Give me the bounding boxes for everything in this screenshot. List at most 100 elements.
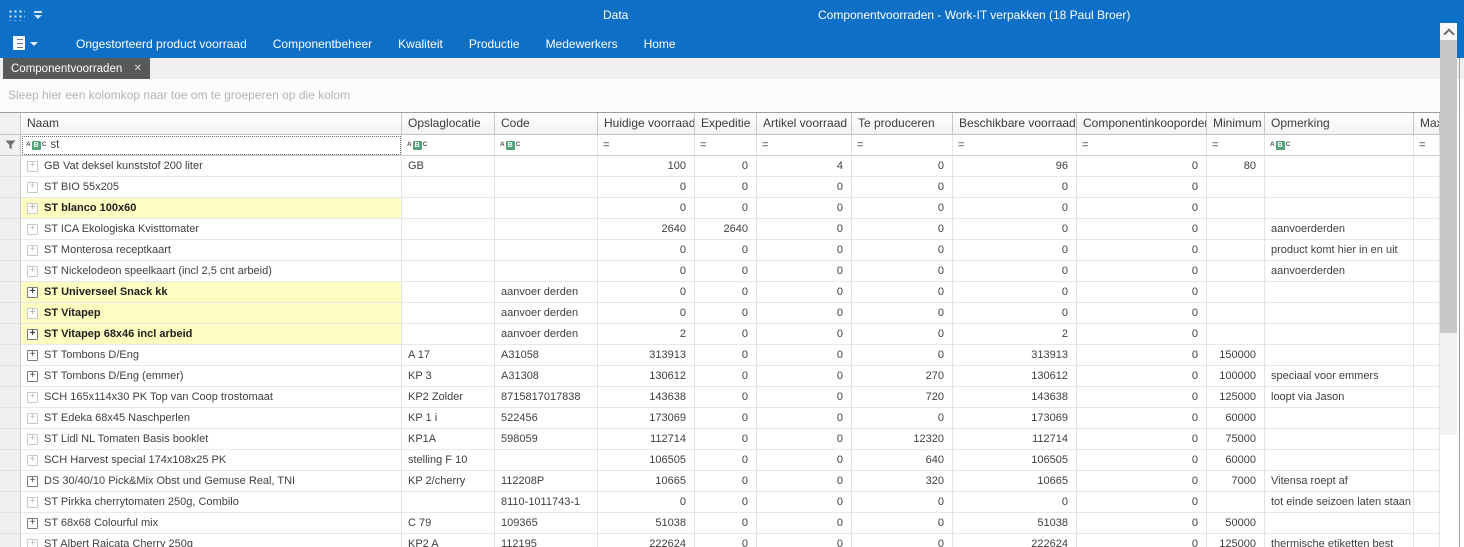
cell-exp[interactable]: 0	[695, 471, 757, 492]
cell-art[interactable]: 0	[757, 429, 852, 450]
menu-item-home[interactable]: Home	[631, 37, 689, 51]
cell-art[interactable]: 0	[757, 408, 852, 429]
cell-art[interactable]: 0	[757, 534, 852, 547]
cell-exp[interactable]: 0	[695, 282, 757, 303]
expand-row-icon[interactable]	[27, 497, 38, 508]
cell-note[interactable]	[1265, 282, 1414, 303]
cell-art[interactable]: 0	[757, 366, 852, 387]
cell-po[interactable]: 0	[1077, 282, 1207, 303]
cell-naam[interactable]: ST 68x68 Colourful mix	[21, 513, 402, 534]
cell-loc[interactable]: KP 3	[402, 366, 495, 387]
cell-avail[interactable]: 96	[953, 156, 1077, 177]
cell-naam[interactable]: ST Nickelodeon speelkaart (incl 2,5 cnt …	[21, 261, 402, 282]
cell-art[interactable]: 0	[757, 492, 852, 513]
cell-avail[interactable]: 10665	[953, 471, 1077, 492]
expand-row-icon[interactable]	[27, 371, 38, 382]
cell-cur[interactable]: 106505	[598, 450, 695, 471]
cell-po[interactable]: 0	[1077, 240, 1207, 261]
cell-code[interactable]: 598059	[495, 429, 598, 450]
cell-max[interactable]	[1414, 345, 1440, 366]
cell-po[interactable]: 0	[1077, 219, 1207, 240]
cell-min[interactable]	[1207, 219, 1265, 240]
cell-min[interactable]: 50000	[1207, 513, 1265, 534]
cell-po[interactable]: 0	[1077, 513, 1207, 534]
cell-loc[interactable]: A 17	[402, 345, 495, 366]
cell-avail[interactable]: 51038	[953, 513, 1077, 534]
cell-max[interactable]	[1414, 471, 1440, 492]
cell-loc[interactable]	[402, 492, 495, 513]
cell-avail[interactable]: 173069	[953, 408, 1077, 429]
cell-loc[interactable]: KP 2/cherry	[402, 471, 495, 492]
cell-art[interactable]: 0	[757, 387, 852, 408]
column-header-opslaglocatie[interactable]: Opslaglocatie	[402, 113, 495, 135]
cell-avail[interactable]: 2	[953, 324, 1077, 345]
cell-loc[interactable]	[402, 177, 495, 198]
filter-cell-artikel-voorraad[interactable]: =	[757, 135, 852, 156]
expand-row-icon[interactable]	[27, 413, 38, 424]
cell-min[interactable]: 75000	[1207, 429, 1265, 450]
expand-row-icon[interactable]	[27, 455, 38, 466]
column-header-artikel-voorraad[interactable]: Artikel voorraad	[757, 113, 852, 135]
cell-code[interactable]: aanvoer derden	[495, 303, 598, 324]
cell-cur[interactable]: 0	[598, 492, 695, 513]
cell-prod[interactable]: 0	[852, 513, 953, 534]
cell-note[interactable]	[1265, 408, 1414, 429]
cell-naam[interactable]: ST Tombons D/Eng (emmer)	[21, 366, 402, 387]
column-header-huidige-voorraad[interactable]: Huidige voorraad	[598, 113, 695, 135]
cell-loc[interactable]	[402, 303, 495, 324]
filter-cell-expeditie[interactable]: =	[695, 135, 757, 156]
filter-cell-minimum[interactable]: =	[1207, 135, 1265, 156]
cell-code[interactable]: 109365	[495, 513, 598, 534]
cell-prod[interactable]: 270	[852, 366, 953, 387]
cell-note[interactable]: product komt hier in en uit	[1265, 240, 1414, 261]
cell-loc[interactable]	[402, 198, 495, 219]
cell-avail[interactable]: 0	[953, 198, 1077, 219]
cell-cur[interactable]: 51038	[598, 513, 695, 534]
cell-prod[interactable]: 12320	[852, 429, 953, 450]
cell-exp[interactable]: 0	[695, 177, 757, 198]
filter-cell-componentinkooporder[interactable]: =	[1077, 135, 1207, 156]
cell-loc[interactable]	[402, 282, 495, 303]
cell-note[interactable]	[1265, 324, 1414, 345]
cell-avail[interactable]: 0	[953, 261, 1077, 282]
cell-code[interactable]: 112195	[495, 534, 598, 547]
cell-note[interactable]: tot einde seizoen laten staan	[1265, 492, 1414, 513]
cell-min[interactable]: 125000	[1207, 387, 1265, 408]
cell-avail[interactable]: 222624	[953, 534, 1077, 547]
cell-note[interactable]: aanvoerderden	[1265, 219, 1414, 240]
vertical-scrollbar[interactable]	[1440, 23, 1457, 435]
cell-cur[interactable]: 222624	[598, 534, 695, 547]
cell-cur[interactable]: 143638	[598, 387, 695, 408]
expand-row-icon[interactable]	[27, 182, 38, 193]
cell-avail[interactable]: 0	[953, 303, 1077, 324]
cell-max[interactable]	[1414, 429, 1440, 450]
cell-po[interactable]: 0	[1077, 177, 1207, 198]
cell-po[interactable]: 0	[1077, 198, 1207, 219]
cell-loc[interactable]: KP2 A	[402, 534, 495, 547]
cell-avail[interactable]: 106505	[953, 450, 1077, 471]
cell-min[interactable]	[1207, 303, 1265, 324]
cell-cur[interactable]: 0	[598, 303, 695, 324]
cell-code[interactable]: aanvoer derden	[495, 324, 598, 345]
column-header-code[interactable]: Code	[495, 113, 598, 135]
cell-max[interactable]	[1414, 261, 1440, 282]
cell-po[interactable]: 0	[1077, 429, 1207, 450]
cell-art[interactable]: 0	[757, 471, 852, 492]
cell-exp[interactable]: 0	[695, 387, 757, 408]
cell-min[interactable]: 7000	[1207, 471, 1265, 492]
cell-naam[interactable]: ST Lidl NL Tomaten Basis booklet	[21, 429, 402, 450]
expand-row-icon[interactable]	[27, 308, 38, 319]
cell-cur[interactable]: 2	[598, 324, 695, 345]
page-selector-icon[interactable]	[13, 36, 39, 52]
cell-min[interactable]: 125000	[1207, 534, 1265, 547]
cell-max[interactable]	[1414, 492, 1440, 513]
cell-min[interactable]	[1207, 240, 1265, 261]
cell-exp[interactable]: 0	[695, 240, 757, 261]
menu-item-componentbeheer[interactable]: Componentbeheer	[260, 37, 385, 51]
cell-cur[interactable]: 112714	[598, 429, 695, 450]
cell-note[interactable]	[1265, 450, 1414, 471]
cell-avail[interactable]: 0	[953, 219, 1077, 240]
cell-avail[interactable]: 143638	[953, 387, 1077, 408]
cell-loc[interactable]: KP2 Zolder	[402, 387, 495, 408]
cell-exp[interactable]: 2640	[695, 219, 757, 240]
